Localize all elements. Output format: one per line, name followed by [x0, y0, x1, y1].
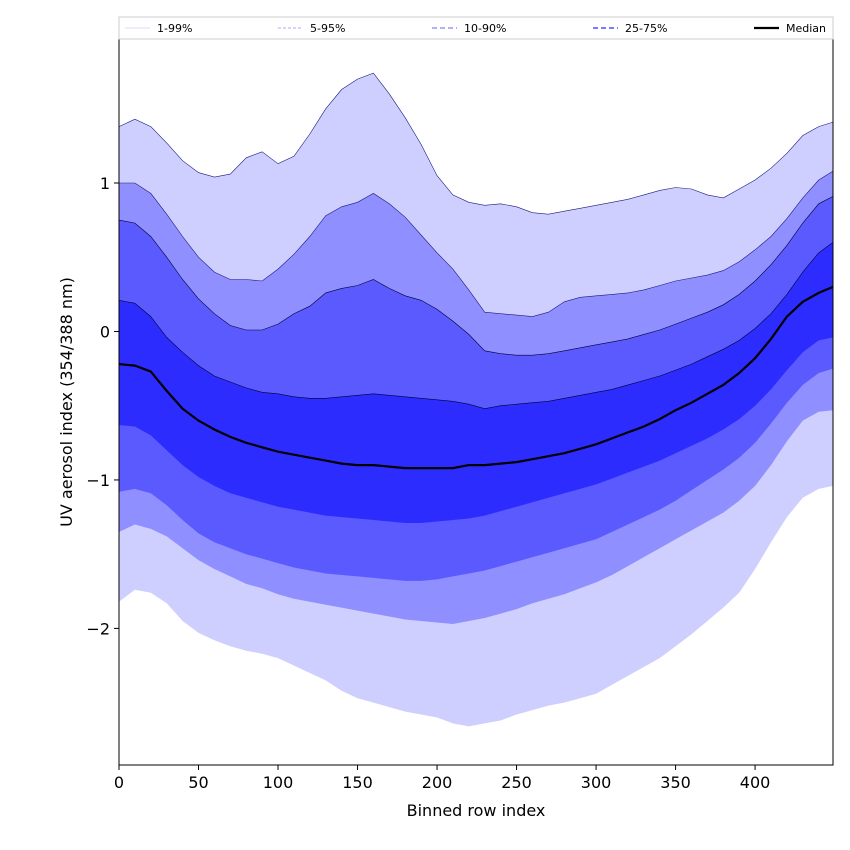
y-tick-label: −1 [86, 471, 110, 490]
band-upper-edge-25-75% [118, 242, 834, 410]
x-axis-ticks: 0 50 100 150 200 250 300 350 400 [114, 765, 770, 792]
x-tick-label: 300 [581, 773, 612, 792]
percentile-bands [118, 72, 834, 727]
y-tick-label: −2 [86, 619, 110, 638]
band-upper-edge-10-90% [118, 196, 834, 356]
x-tick-label: 0 [114, 773, 124, 792]
median-layer [118, 285, 834, 470]
legend-label-25-75%: 25-75% [625, 22, 667, 35]
legend-label-10-90%: 10-90% [464, 22, 506, 35]
y-tick-label: 0 [100, 322, 110, 341]
x-tick-label: 200 [422, 773, 453, 792]
x-tick-label: 250 [501, 773, 532, 792]
legend: 1-99% 5-95% 10-90% 25-75% Median [118, 16, 834, 40]
x-tick-label: 50 [188, 773, 208, 792]
x-tick-label: 150 [342, 773, 373, 792]
legend-label-Median: Median [786, 22, 826, 35]
band-upper-edge-1-99% [118, 72, 834, 215]
x-tick-label: 100 [263, 773, 294, 792]
legend-label-1-99%: 1-99% [157, 22, 192, 35]
y-axis-label: UV aerosol index (354/388 nm) [57, 277, 76, 527]
x-tick-label: 350 [660, 773, 691, 792]
legend-label-5-95%: 5-95% [310, 22, 345, 35]
median-line [118, 285, 834, 470]
band-upper-edge-5-95% [119, 170, 834, 317]
x-tick-label: 400 [740, 773, 771, 792]
band-25-75% [119, 242, 833, 523]
legend-box [118, 16, 834, 40]
y-tick-label: 1 [100, 174, 110, 193]
y-axis-ticks: −2 −1 0 1 [86, 174, 119, 638]
x-axis-label: Binned row index [407, 801, 546, 820]
